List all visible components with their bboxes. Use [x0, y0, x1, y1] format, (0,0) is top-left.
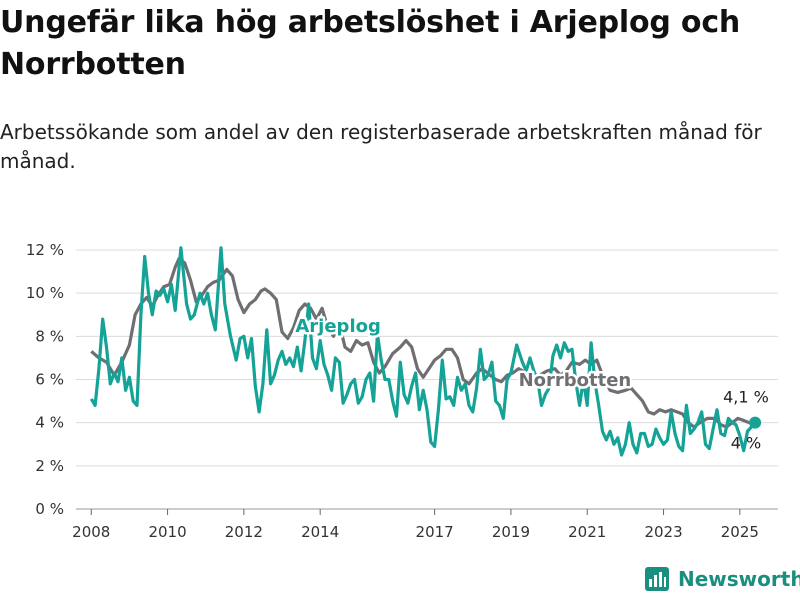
x-tick-label: 2008 [72, 523, 110, 541]
x-tick-label: 2012 [225, 523, 263, 541]
y-tick-label: 4 % [35, 414, 64, 432]
x-tick-label: 2017 [416, 523, 454, 541]
series-line-arjeplog [89, 246, 757, 457]
series-label-norrbotten: Norrbotten [519, 370, 632, 391]
series-label-halo: Arjeplog [295, 316, 381, 337]
series-labels: ArjeplogArjeplogNorrbottenNorrbotten4,1 … [293, 314, 769, 453]
x-tick-label: 2023 [644, 523, 682, 541]
end-point-arjeplog [749, 416, 762, 429]
end-label-norrbotten: 4,1 % [723, 388, 769, 407]
series-line-norrbotten [90, 257, 756, 429]
chart-title: Ungefär lika hög arbetslöshet i Arjeplog… [0, 5, 741, 82]
end-label-arjeplog: 4 % [731, 434, 761, 453]
x-tick-label: 2025 [721, 523, 759, 541]
newsworthy-brand: Newsworthy [644, 566, 800, 592]
grid [76, 249, 778, 510]
y-axis: 0 % 2 % 4 % 6 % 8 % 10 % 12 % [26, 241, 64, 518]
x-tick-label: 2010 [148, 523, 186, 541]
x-axis: 2008 2010 2012 2014 2017 2019 2021 2023 2025 [72, 509, 759, 541]
newsworthy-logo-icon [645, 567, 669, 591]
y-tick-label: 2 % [35, 457, 64, 475]
chart-subtitle: Arbetssökande som andel av den registerb… [0, 120, 762, 173]
y-tick-label: 0 % [35, 500, 64, 518]
y-tick-label: 10 % [26, 284, 64, 302]
y-tick-label: 12 % [26, 241, 64, 259]
y-tick-label: 6 % [35, 371, 64, 389]
x-tick-label: 2014 [301, 523, 339, 541]
series-label-halo: Norrbotten [519, 370, 632, 391]
x-tick-label: 2021 [568, 523, 606, 541]
series-lines [89, 246, 762, 457]
series-label-arjeplog: Arjeplog [295, 316, 381, 337]
x-tick-label: 2019 [492, 523, 530, 541]
brand-name: Newsworthy [678, 567, 800, 591]
y-tick-label: 8 % [35, 327, 64, 345]
